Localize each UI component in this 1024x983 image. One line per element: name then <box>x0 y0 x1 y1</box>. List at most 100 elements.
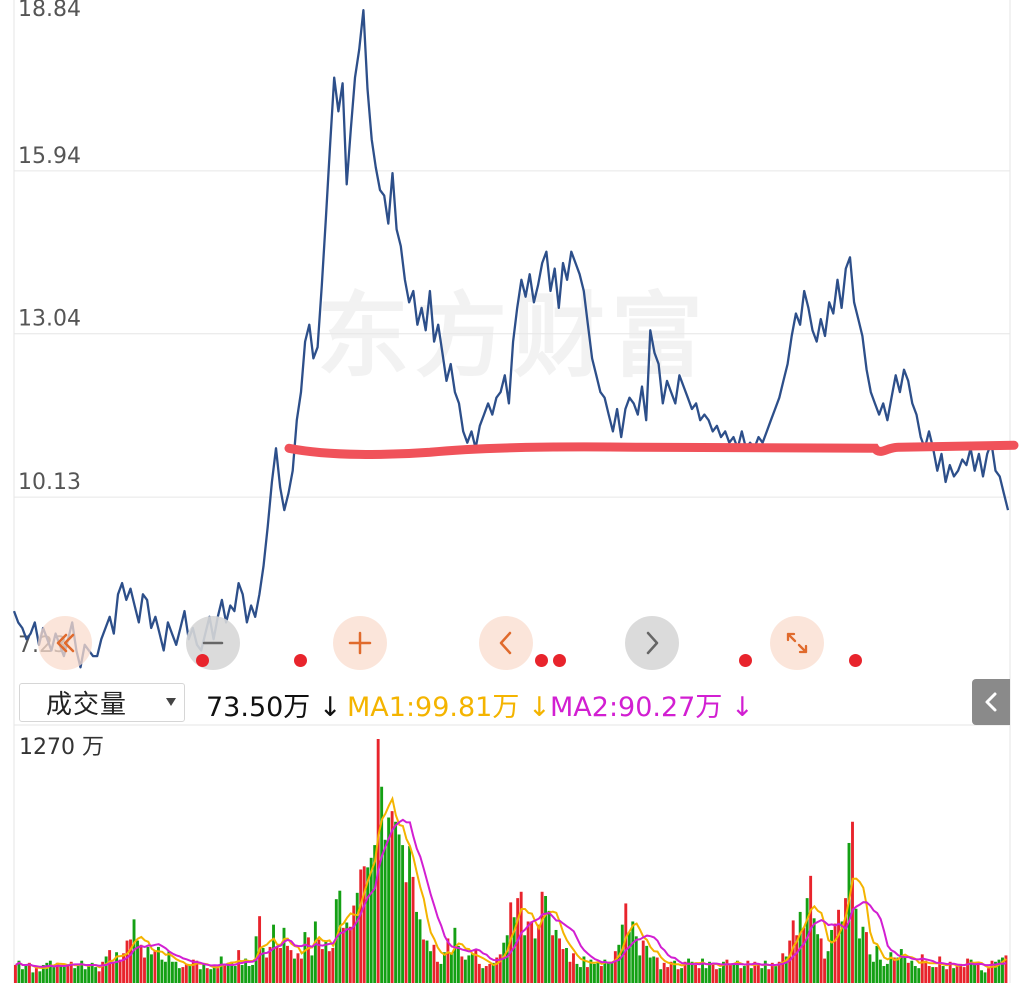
volume-bar <box>878 959 882 983</box>
volume-bar <box>181 967 185 983</box>
event-marker[interactable] <box>553 654 566 667</box>
volume-bar <box>669 961 673 983</box>
volume-bar <box>980 970 983 983</box>
volume-bar <box>366 867 370 983</box>
volume-bar <box>868 954 872 983</box>
indicator-selector-label: 成交量 <box>46 690 128 720</box>
chevron-left-icon <box>985 692 997 712</box>
volume-bar <box>289 950 293 983</box>
volume-bar <box>784 956 788 983</box>
volume-bar <box>683 961 687 983</box>
event-marker[interactable] <box>294 654 307 667</box>
volume-bar <box>899 949 903 983</box>
volume-bar <box>376 739 380 983</box>
zoom-out-button[interactable] <box>186 616 240 670</box>
fullscreen-button[interactable] <box>770 616 824 670</box>
volume-bar <box>52 967 56 983</box>
plus-icon <box>348 631 372 655</box>
down-arrow-icon: ↓ <box>730 692 754 723</box>
volume-bar <box>219 956 223 983</box>
volume-bar <box>701 958 704 983</box>
volume-bar <box>299 958 303 983</box>
volume-bar <box>296 953 300 983</box>
volume-bar <box>324 940 328 983</box>
volume-bar <box>362 866 366 983</box>
minus-icon <box>202 641 224 645</box>
volume-bar <box>153 951 157 983</box>
volume-bar <box>987 968 990 983</box>
volume-bar <box>994 961 997 983</box>
volume-bar <box>24 964 28 983</box>
rewind-button[interactable] <box>38 616 92 670</box>
volume-bar <box>31 972 35 983</box>
scroll-next-button[interactable] <box>625 616 679 670</box>
volume-bar <box>432 944 436 983</box>
volume-bar <box>170 961 174 983</box>
event-marker[interactable] <box>196 654 209 667</box>
volume-bar <box>777 961 781 983</box>
volume-bar <box>582 956 586 983</box>
zoom-in-button[interactable] <box>333 616 387 670</box>
volume-bar <box>631 921 635 983</box>
volume-bar <box>697 968 701 983</box>
volume-bar <box>666 967 670 983</box>
volume-bar <box>320 949 324 983</box>
volume-bar <box>55 962 59 983</box>
scroll-prev-button[interactable] <box>479 616 533 670</box>
volume-bar <box>875 945 879 983</box>
volume-bar <box>826 951 830 983</box>
volume-bar <box>934 967 938 983</box>
volume-bar <box>415 911 418 983</box>
volume-bar <box>380 786 384 983</box>
volume-bar <box>690 961 694 983</box>
volume-bar <box>983 972 987 983</box>
volume-bar <box>676 969 680 983</box>
volume-bar <box>851 821 854 983</box>
volume-bar <box>854 908 858 983</box>
volume-bar <box>261 947 265 983</box>
volume-bar <box>973 964 977 983</box>
volume-bar <box>331 947 335 983</box>
volume-bar <box>585 967 589 983</box>
volume-bar <box>237 950 241 983</box>
volume-bar <box>715 969 718 983</box>
volume-bar <box>240 964 244 983</box>
volume-bar <box>334 899 338 983</box>
down-arrow-icon: ↓ <box>318 692 342 723</box>
volume-bar <box>711 962 715 983</box>
volume-bar <box>97 971 101 983</box>
event-marker[interactable] <box>739 654 752 667</box>
volume-bar <box>823 958 827 983</box>
volume-bar <box>226 962 230 983</box>
volume-bar <box>136 940 139 983</box>
volume-bar <box>847 842 851 983</box>
chevron-right-icon <box>646 631 659 655</box>
volume-bar <box>48 960 52 983</box>
volume-bar <box>959 963 963 983</box>
ma1-line <box>15 795 1007 969</box>
volume-bar <box>160 959 164 983</box>
collapse-panel-button[interactable] <box>972 679 1010 725</box>
volume-bar <box>498 954 502 983</box>
volume-bar <box>662 962 666 983</box>
volume-bar <box>774 966 778 983</box>
event-marker[interactable] <box>535 654 548 667</box>
event-marker[interactable] <box>849 654 862 667</box>
volume-bar <box>341 927 345 983</box>
volume-bar <box>512 917 516 983</box>
volume-bar <box>139 944 143 983</box>
volume-bar <box>871 961 875 983</box>
volume-bar <box>704 968 708 983</box>
volume-bar <box>917 968 921 983</box>
volume-bar <box>599 966 603 983</box>
volume-bar <box>442 952 446 983</box>
volume-bar <box>840 921 844 983</box>
volume-bar <box>198 969 202 983</box>
volume-bar <box>456 945 460 983</box>
volume-bar <box>924 960 928 983</box>
indicator-selector[interactable]: 成交量 <box>19 683 185 722</box>
volume-bar <box>735 960 739 983</box>
volume-bar <box>756 964 760 983</box>
volume-bar <box>265 957 269 983</box>
volume-bar <box>659 969 663 983</box>
